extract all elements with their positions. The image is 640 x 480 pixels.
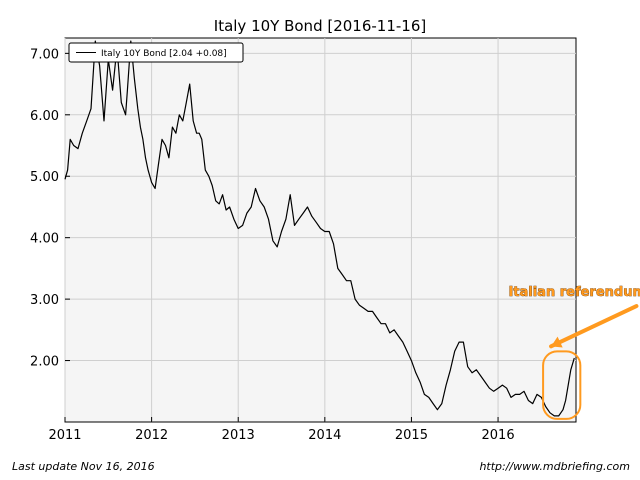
y-tick-label: 3.00 bbox=[30, 293, 59, 308]
plot-area bbox=[64, 37, 577, 423]
annotation-arrow bbox=[549, 304, 639, 349]
y-tick-label: 6.00 bbox=[30, 109, 59, 124]
x-tick-label: 2015 bbox=[395, 428, 428, 443]
series-layer bbox=[64, 40, 575, 417]
annotation-arrowhead bbox=[551, 336, 563, 348]
x-tick-label: 2012 bbox=[135, 428, 168, 443]
last-update-text: Last update Nov 16, 2016 bbox=[12, 460, 155, 473]
x-tick-label: 2014 bbox=[308, 428, 341, 443]
x-tick-label: 2013 bbox=[222, 428, 255, 443]
series-line-0 bbox=[64, 40, 575, 417]
chart-title: Italy 10Y Bond [2016-11-16] bbox=[214, 17, 426, 35]
source-url-text: http://www.mdbriefing.com bbox=[479, 460, 630, 473]
y-tick-label: 5.00 bbox=[30, 170, 59, 185]
legend-label: Italy 10Y Bond [2.04 +0.08] bbox=[101, 49, 227, 59]
annotation-text: Italian referendum concerns bbox=[508, 285, 640, 300]
legend-box bbox=[68, 42, 244, 63]
x-tick-label: 2011 bbox=[48, 428, 81, 443]
highlight-ellipse bbox=[542, 350, 582, 420]
x-tick-label: 2016 bbox=[482, 428, 515, 443]
legend: Italy 10Y Bond [2.04 +0.08] bbox=[68, 42, 244, 63]
axes: 2.00 3.00 4.00 5.00 6.00 7.00 2011 2012 2013 2014… bbox=[30, 47, 515, 443]
y-tick-label: 4.00 bbox=[30, 232, 59, 247]
y-tick-label: 2.00 bbox=[30, 355, 59, 370]
annotations: Italian referendum concerns bbox=[508, 285, 640, 420]
y-tick-label: 7.00 bbox=[30, 47, 59, 62]
